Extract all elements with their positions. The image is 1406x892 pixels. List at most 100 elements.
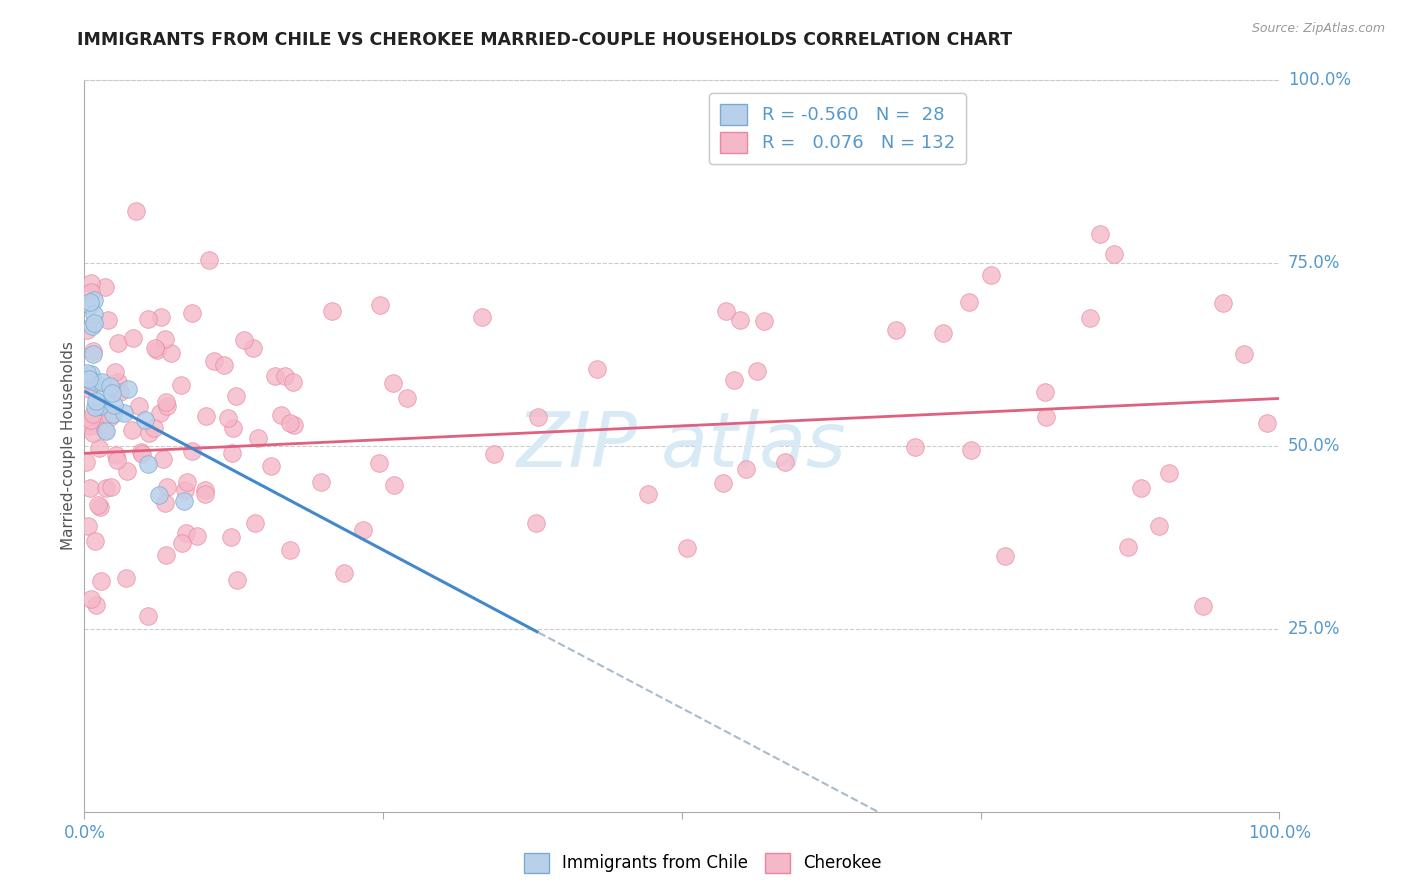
Point bbox=[395, 391, 418, 405]
Point bbox=[107, 375, 129, 389]
Point bbox=[155, 395, 177, 409]
Point bbox=[80, 319, 103, 334]
Point bbox=[83, 316, 105, 330]
Point bbox=[87, 407, 110, 421]
Point bbox=[160, 345, 183, 359]
Point bbox=[368, 456, 391, 470]
Point bbox=[264, 369, 287, 384]
Point bbox=[194, 483, 217, 497]
Point bbox=[247, 431, 270, 445]
Point bbox=[80, 276, 103, 290]
Point bbox=[121, 331, 143, 345]
Point bbox=[283, 418, 305, 433]
Point bbox=[278, 543, 301, 558]
Point bbox=[80, 285, 103, 299]
Text: IMMIGRANTS FROM CHILE VS CHEROKEE MARRIED-COUPLE HOUSEHOLDS CORRELATION CHART: IMMIGRANTS FROM CHILE VS CHEROKEE MARRIE… bbox=[77, 31, 1012, 49]
Point bbox=[155, 548, 177, 562]
Point bbox=[87, 498, 110, 512]
Point bbox=[524, 516, 547, 531]
Point bbox=[83, 376, 105, 390]
Point bbox=[77, 372, 100, 386]
Point bbox=[321, 304, 343, 318]
Point bbox=[75, 455, 97, 469]
Point bbox=[115, 465, 138, 479]
Point bbox=[994, 549, 1017, 563]
Point bbox=[226, 573, 249, 587]
Point bbox=[143, 342, 166, 356]
Point bbox=[134, 412, 156, 426]
Point bbox=[527, 409, 550, 424]
Point bbox=[204, 354, 226, 368]
Point bbox=[98, 379, 121, 393]
Point bbox=[1157, 466, 1180, 480]
Point bbox=[471, 310, 494, 324]
Y-axis label: Married-couple Households: Married-couple Households bbox=[60, 342, 76, 550]
Point bbox=[148, 488, 170, 502]
Point bbox=[1035, 410, 1057, 425]
Point bbox=[83, 307, 105, 321]
Point bbox=[156, 480, 179, 494]
Point bbox=[1192, 599, 1215, 613]
Point bbox=[1256, 417, 1278, 431]
Point bbox=[243, 516, 266, 530]
Point bbox=[1129, 481, 1152, 495]
Point bbox=[172, 536, 194, 550]
Point bbox=[176, 475, 198, 489]
Point bbox=[115, 571, 138, 585]
Point bbox=[775, 455, 797, 469]
Text: ZIP atlas: ZIP atlas bbox=[517, 409, 846, 483]
Point bbox=[221, 445, 243, 459]
Point bbox=[117, 383, 139, 397]
Point bbox=[675, 541, 697, 555]
Point bbox=[79, 298, 101, 312]
Point bbox=[80, 413, 103, 427]
Point bbox=[149, 406, 172, 420]
Point bbox=[886, 323, 908, 337]
Point bbox=[382, 478, 405, 492]
Point bbox=[270, 409, 292, 423]
Text: Source: ZipAtlas.com: Source: ZipAtlas.com bbox=[1251, 22, 1385, 36]
Point bbox=[83, 400, 105, 414]
Point bbox=[156, 399, 179, 413]
Point bbox=[105, 448, 128, 462]
Point bbox=[79, 382, 101, 396]
Point bbox=[932, 326, 955, 340]
Point bbox=[89, 442, 111, 456]
Point bbox=[153, 332, 176, 346]
Point bbox=[714, 304, 737, 318]
Point bbox=[352, 523, 374, 537]
Point bbox=[136, 457, 159, 471]
Point bbox=[82, 347, 104, 361]
Point bbox=[89, 399, 111, 413]
Point bbox=[100, 480, 122, 494]
Point bbox=[747, 364, 769, 378]
Point bbox=[1088, 227, 1111, 241]
Point bbox=[1033, 384, 1056, 399]
Point bbox=[585, 362, 607, 376]
Point bbox=[94, 481, 117, 495]
Point bbox=[170, 377, 193, 392]
Point bbox=[735, 462, 758, 476]
Point bbox=[84, 533, 107, 548]
Point bbox=[728, 313, 751, 327]
Point bbox=[82, 425, 104, 440]
Point bbox=[368, 297, 391, 311]
Point bbox=[957, 294, 980, 309]
Point bbox=[84, 394, 107, 409]
Point bbox=[960, 443, 983, 458]
Point bbox=[181, 444, 204, 458]
Text: 100.0%: 100.0% bbox=[1288, 71, 1351, 89]
Point bbox=[107, 453, 129, 467]
Point bbox=[89, 500, 111, 514]
Point bbox=[93, 279, 115, 293]
Point bbox=[153, 496, 176, 510]
Point bbox=[1147, 519, 1170, 533]
Point bbox=[482, 447, 505, 461]
Point bbox=[1078, 310, 1101, 325]
Point bbox=[152, 452, 174, 467]
Point bbox=[274, 368, 297, 383]
Point bbox=[232, 334, 254, 348]
Point bbox=[212, 358, 235, 372]
Point bbox=[980, 268, 1002, 283]
Point bbox=[79, 481, 101, 495]
